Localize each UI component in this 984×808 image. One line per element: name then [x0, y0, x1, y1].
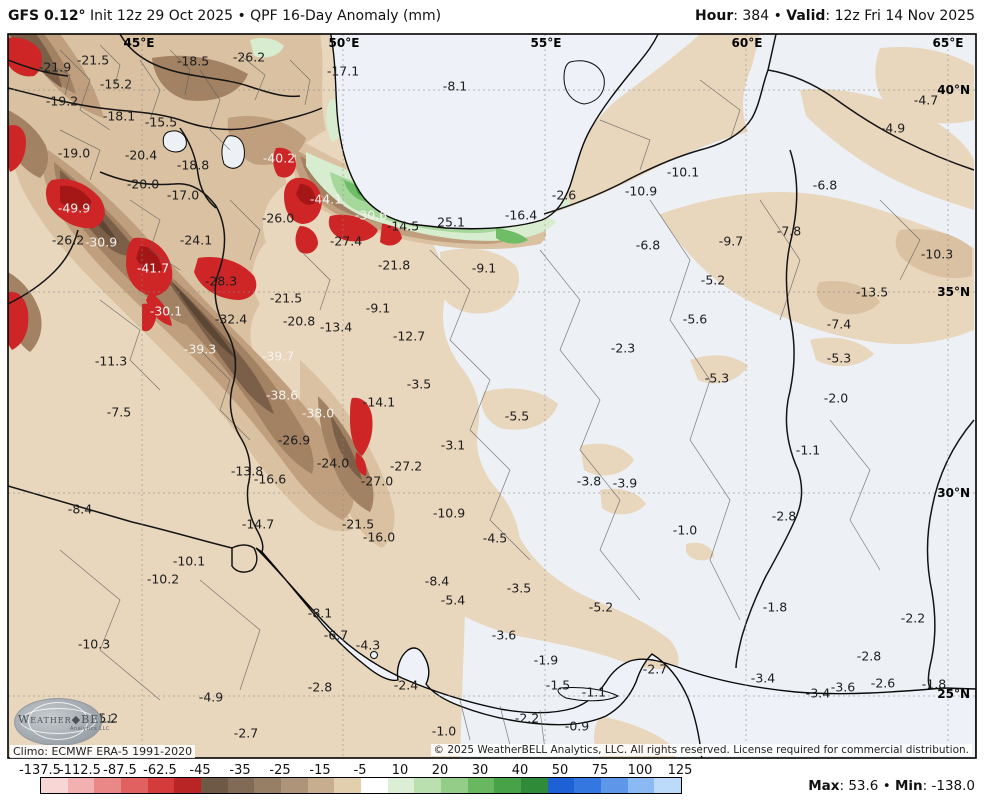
colorbar-segment [201, 778, 228, 793]
max-label: Max [808, 778, 840, 794]
map-frame [7, 33, 977, 759]
colorbar-tick-label: -62.5 [143, 763, 177, 778]
max-min-readout: Max: 53.6 • Min: -138.0 [808, 778, 975, 794]
valid-value: : 12z Fri 14 Nov 2025 [825, 8, 975, 24]
valid-time: Hour: 384 • Valid: 12z Fri 14 Nov 2025 [695, 8, 975, 24]
colorbar-segment [521, 778, 548, 793]
hour-label: Hour [695, 8, 734, 24]
min-label: Min [894, 778, 923, 794]
logo-diamond-icon: ◆ [71, 713, 82, 726]
colorbar-tick-label: 10 [391, 763, 409, 778]
colorbar-segment [41, 778, 68, 793]
colorbar-segment [627, 778, 655, 793]
map-panel: -21.9 -21.5 -18.5 -26.2 -15.2 -19.2 -18.1 -15.5… [7, 33, 977, 759]
header: GFS 0.12° Init 12z 29 Oct 2025 • QPF 16-… [0, 0, 984, 32]
hour-value: : 384 • [733, 8, 787, 24]
weatherbell-logo: Weather◆BELL Analytics LLC [12, 696, 122, 748]
colorbar-segment [654, 778, 682, 793]
colorbar-segment [387, 778, 415, 793]
colorbar-segment [67, 778, 95, 793]
colorbar-segment [227, 778, 255, 793]
map-title: GFS 0.12° Init 12z 29 Oct 2025 • QPF 16-… [8, 8, 441, 24]
persian-gulf [255, 547, 976, 758]
colorbar-tick-label: 100 [627, 763, 653, 778]
min-value: : -138.0 [922, 778, 975, 794]
colorbar-segment [307, 778, 335, 793]
colorbar-tick-label: 20 [431, 763, 449, 778]
legend-colorbar [40, 777, 682, 794]
colorbar-segment [361, 778, 388, 793]
colorbar-tick-label: -137.5 [19, 763, 61, 778]
max-value: : 53.6 • [839, 778, 895, 794]
colorbar-segment [94, 778, 122, 793]
colorbar-segment [494, 778, 522, 793]
colorbar-segment [147, 778, 175, 793]
country-borders [8, 34, 975, 689]
colorbar-segment [174, 778, 202, 793]
colorbar-tick-label: -45 [189, 763, 211, 778]
copyright-note: © 2025 WeatherBELL Analytics, LLC. All r… [430, 744, 972, 756]
logo-word-weather: Weather [18, 713, 72, 726]
colorbar-segment [414, 778, 442, 793]
lake-urmia [221, 135, 245, 169]
colorbar-segment [334, 778, 362, 793]
logo-subtext: Analytics LLC [70, 726, 110, 732]
color-scale-legend: -137.5 -112.5 -87.5 -62.5 -45 -35 -25 -15 -5 10 20… [0, 760, 984, 808]
title-rest: Init 12z 29 Oct 2025 • QPF 16-Day Anomal… [85, 8, 442, 24]
colorbar-segment [281, 778, 308, 793]
map-artwork [7, 33, 977, 759]
colorbar-tick-label: 40 [511, 763, 529, 778]
logo-wordmark: Weather◆BELL [18, 713, 122, 726]
colorbar-tick-label: 125 [667, 763, 693, 778]
colorbar-tick-label: -15 [309, 763, 331, 778]
bahrain-island [370, 651, 378, 659]
colorbar-tick-label: -112.5 [59, 763, 101, 778]
model-name: GFS 0.12° [8, 8, 86, 24]
colorbar-tick-label: -5 [353, 763, 367, 778]
colorbar-tick-label: -35 [229, 763, 251, 778]
colorbar-segment [254, 778, 282, 793]
kara-bogaz-lagoon [563, 60, 605, 105]
logo-word-bell: BELL [81, 713, 116, 726]
colorbar-tick-label: 50 [551, 763, 569, 778]
colorbar-segment [467, 778, 495, 793]
colorbar-segment [601, 778, 628, 793]
valid-label: Valid [786, 8, 826, 24]
colorbar-tick-label: -87.5 [103, 763, 137, 778]
colorbar-segment [441, 778, 468, 793]
legend-ticks: -137.5 -112.5 -87.5 -62.5 -45 -35 -25 -15 -5 10 20… [0, 763, 984, 778]
qeshm-island [557, 687, 620, 702]
logo-ring-icon [28, 702, 88, 740]
colorbar-segment [574, 778, 602, 793]
lake-van [162, 130, 187, 153]
climo-note: Climo: ECMWF ERA-5 1991-2020 [10, 745, 196, 758]
colorbar-tick-label: 75 [591, 763, 609, 778]
colorbar-segment [547, 778, 575, 793]
colorbar-tick-label: -25 [269, 763, 291, 778]
colorbar-tick-label: 30 [471, 763, 489, 778]
admin-borders [39, 44, 921, 751]
anomaly-fill-red [8, 37, 402, 476]
graticule [8, 34, 976, 758]
colorbar-segment [121, 778, 148, 793]
